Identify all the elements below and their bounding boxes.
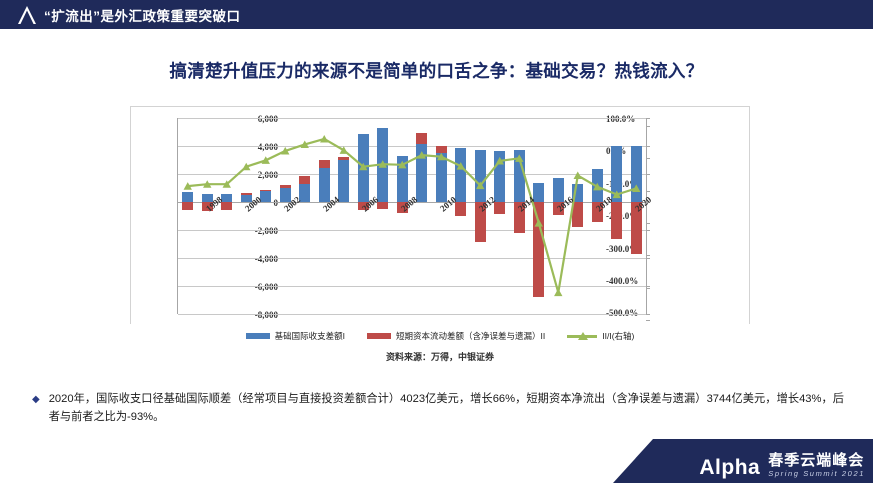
y-axis-label-left-7: -8,000 (254, 310, 278, 320)
bullet-text: 2020年，国际收支口径基础国际顺差（经常项目与直接投资差额合计）4023亿美元… (48, 393, 844, 423)
slide-footer: Alpha 春季云端峰会 Spring Summit 2021 (0, 439, 873, 483)
bar-basic-bop (533, 182, 545, 202)
bar-basic-bop (455, 148, 467, 202)
y-axis-tick (646, 146, 650, 147)
bar-basic-bop (299, 183, 311, 202)
bullet-marker-icon: ◆ (32, 394, 40, 405)
bar-short-term-capital (572, 202, 584, 227)
gridline (178, 258, 646, 259)
y-axis-left-line (177, 118, 178, 314)
y-axis-tick (646, 258, 650, 259)
bar-short-term-capital (260, 189, 272, 191)
slide-header-bar: “扩流出”是外汇政策重要突破口 (0, 0, 873, 29)
bullet-item: ◆ 2020年，国际收支口径基础国际顺差（经常项目与直接投资差额合计）4023亿… (32, 391, 844, 426)
y-axis-right-line (646, 118, 647, 314)
footer-logo-group: Alpha 春季云端峰会 Spring Summit 2021 (699, 452, 865, 479)
bar-short-term-capital (494, 202, 506, 215)
bar-basic-bop (611, 145, 623, 202)
bar-short-term-capital (221, 202, 233, 211)
y-axis-secondary-tick (646, 223, 650, 224)
chart-plot-area: 1998 2000 2002 2004 2006 2008 2010 2012 2014 2016… (177, 118, 653, 321)
bar-short-term-capital (182, 202, 194, 211)
gridline (178, 118, 646, 119)
y-axis-label-left-0: 6,000 (257, 114, 278, 124)
bar-short-term-capital (611, 202, 623, 240)
ratio-line-path (187, 137, 637, 293)
bar-basic-bop (357, 134, 369, 202)
bar-basic-bop (416, 144, 428, 202)
bar-basic-bop (338, 160, 350, 202)
ratio-line-marker (281, 146, 290, 155)
chart-legend: 基础国际收支差额I 短期资本流动差额（含净误差与遗漏）II II/I(右轴) (130, 330, 750, 342)
y-axis-secondary-tick (646, 158, 650, 160)
y-axis-secondary-tick (646, 320, 650, 321)
bar-basic-bop (572, 183, 584, 202)
y-axis-tick (646, 202, 650, 203)
ratio-line-marker (203, 180, 212, 188)
ratio-line-marker (261, 156, 270, 164)
ratio-line-marker (554, 288, 563, 297)
legend-label-short-term-capital: 短期资本流动差额（含净误差与遗漏）II (396, 331, 546, 341)
legend-item-basic-bop: 基础国际收支差额I (245, 330, 346, 342)
bar-basic-bop (435, 153, 447, 202)
chart-source-note: 资料来源：万得，中银证券 (385, 352, 494, 362)
bar-basic-bop (182, 192, 194, 202)
bar-basic-bop (474, 150, 486, 202)
bar-basic-bop (591, 169, 603, 202)
page-title: 搞清楚升值压力的来源不是简单的口舌之争：基础交易？热钱流入？ (169, 61, 704, 81)
bar-short-term-capital (416, 133, 428, 145)
gridline (178, 174, 646, 175)
ratio-line-marker (339, 146, 348, 154)
y-axis-tick (646, 286, 650, 287)
bar-short-term-capital (435, 145, 447, 154)
ratio-line-marker (320, 134, 329, 143)
legend-label-ratio: II/I(右轴) (602, 331, 635, 341)
ratio-line-marker (183, 182, 192, 190)
y-axis-secondary-tick (646, 190, 650, 192)
gridline (178, 230, 646, 231)
chart-plot-frame (130, 106, 750, 324)
bar-short-term-capital (279, 184, 291, 188)
y-axis-tick (646, 118, 650, 119)
bar-basic-bop (377, 128, 389, 202)
y-axis-tick (646, 314, 650, 315)
chart-container: 6,000 4,000 2,000 0 -2,000 -4,000 -6,000… (130, 106, 750, 374)
bar-basic-bop (396, 155, 408, 202)
footer-summit-cn: 春季云端峰会 (768, 452, 865, 469)
legend-swatch-blue-icon (245, 333, 270, 339)
y-axis-label-right-6: -500.0% (606, 308, 639, 318)
bar-short-term-capital (318, 159, 330, 169)
legend-line-green-icon (567, 331, 598, 341)
y-axis-tick (646, 174, 650, 175)
bar-basic-bop (494, 151, 506, 202)
bar-short-term-capital (533, 202, 545, 297)
y-axis-label-right-0: 100.0% (606, 114, 636, 124)
y-axis-tick (646, 230, 650, 231)
legend-item-ratio: II/I(右轴) (567, 330, 634, 342)
ratio-line-marker (573, 171, 582, 180)
bar-short-term-capital (455, 202, 467, 216)
ratio-line-marker (242, 162, 251, 171)
bar-short-term-capital (338, 157, 350, 161)
alpha-triangle-logo-icon (12, 0, 42, 29)
legend-item-short-term-capital: 短期资本流动差额（含净误差与遗漏）II (367, 330, 545, 342)
gridline (178, 286, 646, 287)
bar-basic-bop (513, 150, 525, 202)
header-title: “扩流出”是外汇政策重要突破口 (44, 8, 241, 24)
y-axis-secondary-tick (646, 255, 650, 257)
legend-label-basic-bop: 基础国际收支差额I (274, 331, 346, 341)
footer-brand-alpha: Alpha (699, 456, 761, 479)
footer-banner-shape (613, 439, 873, 483)
bar-short-term-capital (240, 193, 252, 196)
gridline (178, 314, 646, 315)
gridline (178, 146, 646, 147)
bar-basic-bop (318, 168, 330, 202)
y-axis-secondary-tick (646, 287, 650, 289)
ratio-line-marker (222, 180, 231, 188)
footer-summit-en: Spring Summit 2021 (768, 469, 865, 478)
bar-short-term-capital (299, 175, 311, 184)
y-axis-secondary-tick (646, 126, 650, 127)
legend-swatch-red-icon (367, 333, 392, 339)
bar-basic-bop (630, 145, 642, 202)
